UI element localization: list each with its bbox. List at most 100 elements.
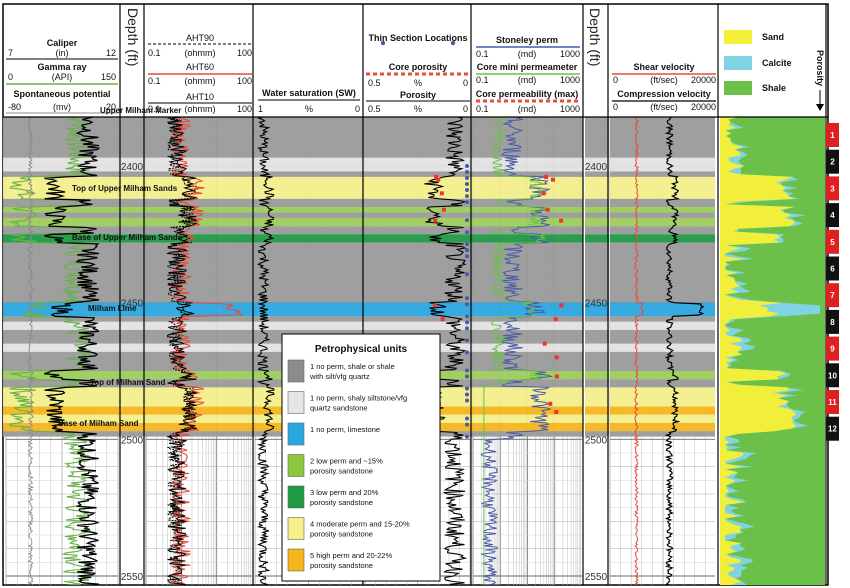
zone-label-7: 7 [830,291,835,300]
zone-cell-3 [826,176,839,201]
caliper-max: 12 [106,48,116,58]
marker-label-0: Upper Milham Marker [100,106,181,115]
zone-cell-8 [826,309,839,334]
mini-perm-min: 0.1 [476,75,489,85]
zone-label-6: 6 [830,265,835,274]
aht60-unit: (ohmm) [185,76,216,86]
stoneley-title: Stoneley perm [496,35,558,45]
legend-line2-4: porosity sandstone [310,498,373,507]
legend-swatch-6 [287,548,305,572]
legend-line1-3: 2 low perm and ~15% [310,457,383,466]
lithology-column [720,117,825,585]
aht10-max: 100 [237,104,252,114]
track-headers: Caliper 7 (in) 12 Gamma ray 0 (API) 150 … [3,8,828,118]
caliper-unit: (in) [56,48,69,58]
calcite-label: Calcite [762,58,792,68]
core-perm-min: 0.1 [476,104,489,114]
shear-title: Shear velocity [633,62,694,72]
aht90-unit: (ohmm) [185,48,216,58]
legend-line2-5: porosity sandstone [310,530,373,539]
depth-label-2550: 2550 [121,572,144,583]
caliper-min: 7 [8,48,13,58]
depth-label-2500: 2500 [121,435,144,446]
thin-section-title: Thin Section Locations [368,33,467,43]
aht60-title: AHT60 [186,62,214,72]
porosity-title: Porosity [400,90,436,100]
shear-max: 20000 [691,75,716,85]
legend-line1-2: 1 no perm, limestone [310,425,380,434]
mini-perm-max: 1000 [560,75,580,85]
legend-title: Petrophysical units [315,344,408,355]
legend-box [281,333,441,582]
core-perm-max: 1000 [560,104,580,114]
marker-label-3: Milham Lime [88,304,137,313]
legend-line1-1: 1 no perm, shaly siltstone/vfg [310,394,407,403]
track6-header: Shear velocity 0 (ft/sec) 20000 Compress… [612,62,716,112]
sw-title: Water saturation (SW) [262,88,356,98]
legend-line1-5: 4 moderate perm and 15-20% [310,520,410,529]
legend-swatch-0 [287,359,305,383]
zone-label-10: 10 [828,371,837,380]
depth-label-right-2550: 2550 [585,572,608,583]
legend-line2-1: quartz sandstone [310,404,368,413]
aht90-min: 0.1 [148,48,161,58]
zone-label-9: 9 [830,345,835,354]
legend-line1-4: 3 low perm and 20% [310,488,379,497]
sw-min: 1 [258,104,263,114]
compression-unit: (ft/sec) [650,102,678,112]
depth-label-right-2450: 2450 [585,299,608,310]
legend-line2-3: porosity sandstone [310,467,373,476]
legend-swatch-4 [287,485,305,509]
core-porosity-max: 0 [463,78,468,88]
marker-label-5: Base of Milham Sand [58,419,139,428]
formation-markers: Upper Milham Marker Top of Upper Milham S… [58,106,183,428]
zone-cell-5 [826,229,839,254]
zone-cell-10 [826,363,839,388]
zone-cell-11 [826,390,839,414]
gamma-ray-min: 0 [8,72,13,82]
zone-label-8: 8 [830,318,835,327]
legend-swatch-3 [287,454,305,477]
core-porosity-min: 0.5 [368,78,381,88]
sp-max: 20 [106,102,116,112]
zone-cell-1 [826,123,839,147]
shale-label: Shale [762,83,786,93]
lithology-legend: Sand Calcite Shale [724,30,792,95]
sw-max: 0 [355,104,360,114]
track3-header: Water saturation (SW) 1 % 0 [258,88,360,114]
compression-min: 0 [613,102,618,112]
shear-unit: (ft/sec) [650,75,678,85]
compression-max: 20000 [691,102,716,112]
legend-swatch-2 [287,422,305,446]
depth-label-2450: 2450 [121,299,144,310]
core-perm-unit: (md) [518,104,537,114]
sw-unit: % [305,104,313,114]
compression-title: Compression velocity [617,89,711,99]
caliper-title: Caliper [47,38,78,48]
zone-cell-12 [826,416,839,441]
sp-unit: (mv) [53,102,71,112]
stoneley-unit: (md) [518,49,537,59]
aht10-unit: (ohmm) [185,104,216,114]
stoneley-max: 1000 [560,49,580,59]
zone-cell-6 [826,256,839,281]
core-porosity-unit: % [414,78,422,88]
track2-header: AHT90 0.1 (ohmm) 100 AHT60 0.1 (ohmm) 10… [148,33,252,114]
legend-swatch-5 [287,517,305,540]
aht10-title: AHT10 [186,92,214,102]
zone-label-11: 11 [828,398,837,407]
mini-perm-title: Core mini permeameter [477,62,578,72]
marker-label-4: Top of Milham Sand [90,378,166,387]
porosity-unit: % [414,104,422,114]
zone-cell-4 [826,203,839,228]
zone-cell-2 [826,149,839,174]
zone-cell-9 [826,336,839,361]
aht60-min: 0.1 [148,76,161,86]
shear-min: 0 [613,75,618,85]
depth-header: Depth (ft) [125,8,141,66]
core-porosity-title: Core porosity [389,62,448,72]
depth-label-2400: 2400 [121,162,144,173]
depth-header-2: Depth (ft) [587,8,603,66]
